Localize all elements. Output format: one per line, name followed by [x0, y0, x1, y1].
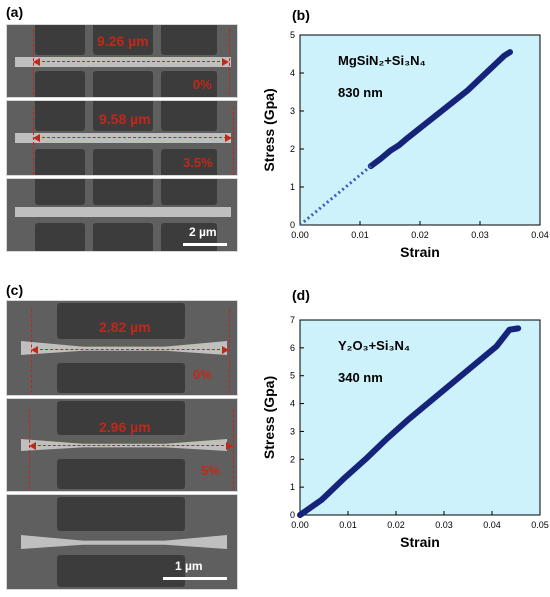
- chart-d-material-label: Y₂O₃+Si₃N₄: [338, 338, 410, 353]
- scale-label-c: 1 µm: [175, 559, 203, 573]
- chart-d-xtick-label: 0.04: [483, 520, 501, 530]
- chart-b-series-1: [299, 164, 372, 227]
- chart-b-material-label: MgSiN₂+Si₃N₄: [338, 53, 426, 68]
- chart-b: (b) 0.00 0.01 0.02 0.03 0.04 0 1 2 3 4 5 MgSiN₂+Si₃N…: [240, 0, 550, 270]
- sem-frame-a-strained: 9.58 µm 3.5%: [6, 100, 238, 176]
- chart-b-xtick-label: 0.04: [531, 230, 549, 240]
- chart-b-ytick-label: 2: [290, 144, 295, 154]
- chart-d-ytick-label: 6: [290, 343, 295, 353]
- chart-b-size-label: 830 nm: [338, 85, 383, 100]
- chart-d-xtick-label: 0.05: [531, 520, 549, 530]
- length-label-c-mid: 2.96 µm: [99, 419, 151, 435]
- chart-b-ytick-label: 0: [290, 220, 295, 230]
- chart-d-size-label: 340 nm: [338, 370, 383, 385]
- strain-label-a-top: 0%: [193, 77, 212, 92]
- scale-label-a: 2 µm: [189, 225, 217, 239]
- sem-frame-c-strained: 2.96 µm 5%: [6, 398, 238, 492]
- chart-d-ytick-label: 3: [290, 426, 295, 436]
- chart-b-ylabel: Stress (Gpa): [261, 88, 277, 171]
- panel-a-label: (a): [6, 4, 24, 20]
- sem-frame-c-unstrained: 2.82 µm 0%: [6, 300, 238, 396]
- chart-d-svg: (d) 0.00 0.01 0.02 0.03 0.04 0.05 0 1 2 3 4 5 6 7 Y₂O₃+…: [261, 287, 549, 550]
- sem-frame-c-fractured: 1 µm: [6, 494, 238, 590]
- chart-d-series-0: [297, 325, 522, 518]
- sem-frame-a-fractured: 2 µm: [6, 178, 238, 252]
- chart-b-ytick-label: 1: [290, 182, 295, 192]
- chart-d-panel-label: (d): [292, 287, 310, 303]
- chart-d-xtick-label: 0.03: [435, 520, 453, 530]
- chart-b-series-0: [367, 49, 513, 170]
- scale-bar-a: [183, 243, 227, 246]
- length-label-a-mid: 9.58 µm: [99, 111, 151, 127]
- chart-d-xtick-label: 0.02: [387, 520, 405, 530]
- chart-b-ytick-label: 4: [290, 68, 295, 78]
- chart-b-xtick-label: 0.01: [351, 230, 369, 240]
- chart-b-svg: (b) 0.00 0.01 0.02 0.03 0.04 0 1 2 3 4 5 MgSiN₂+Si₃N…: [261, 7, 549, 260]
- chart-b-xlabel: Strain: [400, 244, 440, 260]
- chart-d-ylabel: Stress (Gpa): [261, 376, 277, 459]
- chart-b-ytick-label: 3: [290, 106, 295, 116]
- chart-b-ytick-label: 5: [290, 30, 295, 40]
- chart-d-ytick-label: 2: [290, 454, 295, 464]
- panel-c-label: (c): [6, 282, 24, 298]
- sem-image-a: 9.26 µm 0% 9.58 µm 3.5% 2 µm: [6, 24, 240, 252]
- scale-bar-c: [163, 577, 227, 580]
- chart-d-ytick-label: 0: [290, 510, 295, 520]
- chart-d-xtick-label: 0.01: [339, 520, 357, 530]
- chart-d-xlabel: Strain: [400, 534, 440, 550]
- length-label-c-top: 2.82 µm: [99, 319, 151, 335]
- length-label-a-top: 9.26 µm: [97, 33, 149, 49]
- chart-d-ytick-label: 4: [290, 399, 295, 409]
- chart-b-xtick-label: 0.00: [291, 230, 309, 240]
- chart-d-ytick-label: 5: [290, 371, 295, 381]
- chart-d-xtick-label: 0.00: [291, 520, 309, 530]
- strain-label-c-top: 0%: [193, 367, 212, 382]
- chart-b-xtick-label: 0.02: [411, 230, 429, 240]
- chart-d: (d) 0.00 0.01 0.02 0.03 0.04 0.05 0 1 2 3 4 5 6 7 Y₂O₃+…: [240, 280, 550, 592]
- chart-d-ytick-label: 1: [290, 482, 295, 492]
- sem-frame-a-unstrained: 9.26 µm 0%: [6, 24, 238, 98]
- strain-label-c-mid: 5%: [201, 463, 220, 478]
- chart-b-panel-label: (b): [292, 7, 310, 23]
- chart-b-xtick-label: 0.03: [471, 230, 489, 240]
- chart-d-ytick-label: 7: [290, 315, 295, 325]
- strain-label-a-mid: 3.5%: [183, 155, 213, 170]
- sem-image-c: 2.82 µm 0% 2.96 µm 5% 1 µm: [6, 300, 240, 590]
